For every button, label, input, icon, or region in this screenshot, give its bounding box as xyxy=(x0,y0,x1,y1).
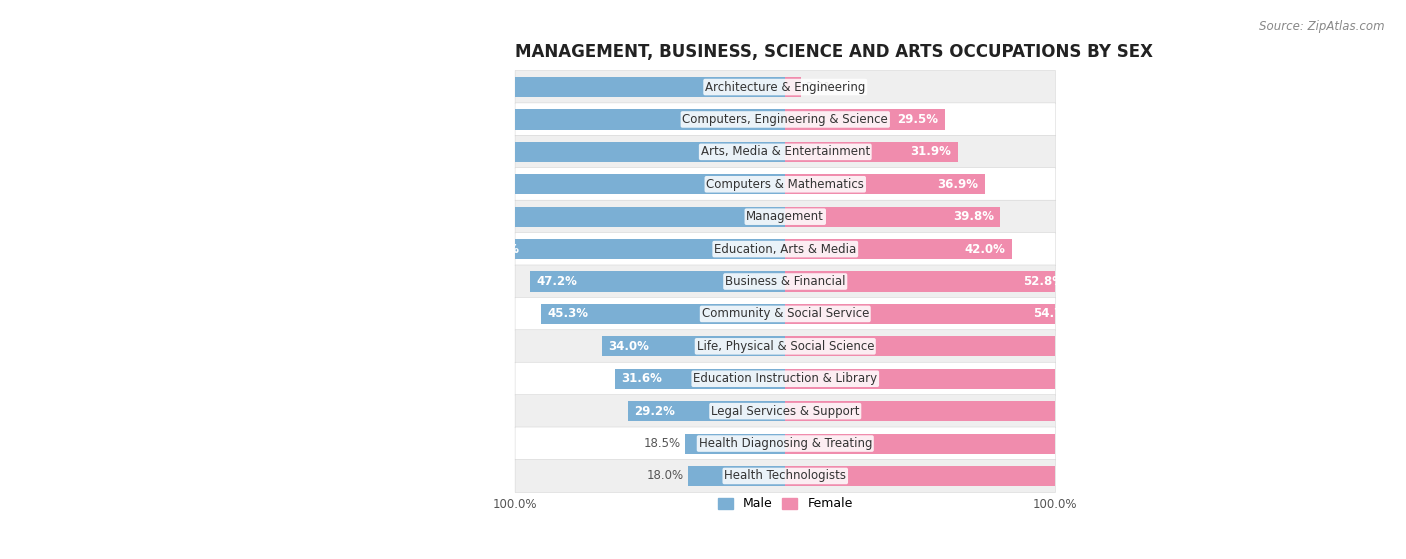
Text: Source: ZipAtlas.com: Source: ZipAtlas.com xyxy=(1260,20,1385,32)
Text: Health Diagnosing & Treating: Health Diagnosing & Treating xyxy=(699,437,872,450)
FancyBboxPatch shape xyxy=(515,459,1056,492)
Text: 70.5%: 70.5% xyxy=(411,113,451,126)
Text: Health Technologists: Health Technologists xyxy=(724,470,846,482)
FancyBboxPatch shape xyxy=(515,427,1056,460)
Text: 97.1%: 97.1% xyxy=(267,80,308,93)
Bar xyxy=(786,142,957,162)
Text: Education Instruction & Library: Education Instruction & Library xyxy=(693,372,877,385)
Bar xyxy=(786,337,1142,357)
Bar xyxy=(786,304,1081,324)
Text: 42.0%: 42.0% xyxy=(965,243,1005,255)
Text: Business & Financial: Business & Financial xyxy=(725,275,845,288)
Text: 81.5%: 81.5% xyxy=(1178,437,1219,450)
FancyBboxPatch shape xyxy=(515,395,1056,428)
Bar xyxy=(685,434,786,453)
Bar xyxy=(786,369,1156,389)
Text: 52.8%: 52.8% xyxy=(1024,275,1064,288)
Bar xyxy=(786,272,1070,292)
Text: Education, Arts & Media: Education, Arts & Media xyxy=(714,243,856,255)
Bar xyxy=(786,77,801,97)
Bar xyxy=(460,207,786,227)
Bar xyxy=(786,466,1229,486)
Text: 29.2%: 29.2% xyxy=(634,405,675,418)
FancyBboxPatch shape xyxy=(515,200,1056,233)
FancyBboxPatch shape xyxy=(515,233,1056,266)
Bar xyxy=(786,434,1226,453)
Bar xyxy=(627,401,786,421)
Bar xyxy=(260,77,786,97)
Bar xyxy=(786,207,1000,227)
Bar xyxy=(786,110,945,130)
Bar xyxy=(530,272,786,292)
Bar xyxy=(614,369,786,389)
Text: 68.1%: 68.1% xyxy=(423,145,465,158)
Bar xyxy=(418,142,786,162)
FancyBboxPatch shape xyxy=(515,362,1056,395)
Bar xyxy=(444,174,786,195)
Text: 36.9%: 36.9% xyxy=(938,178,979,191)
Text: 39.8%: 39.8% xyxy=(953,210,994,223)
Text: Computers, Engineering & Science: Computers, Engineering & Science xyxy=(682,113,889,126)
Bar xyxy=(472,239,786,259)
Text: 54.7%: 54.7% xyxy=(1033,307,1074,320)
FancyBboxPatch shape xyxy=(515,297,1056,330)
Text: 18.0%: 18.0% xyxy=(647,470,683,482)
FancyBboxPatch shape xyxy=(515,265,1056,298)
Text: MANAGEMENT, BUSINESS, SCIENCE AND ARTS OCCUPATIONS BY SEX: MANAGEMENT, BUSINESS, SCIENCE AND ARTS O… xyxy=(515,43,1153,61)
FancyBboxPatch shape xyxy=(515,70,1056,103)
Text: Computers & Mathematics: Computers & Mathematics xyxy=(706,178,865,191)
Text: Life, Physical & Social Science: Life, Physical & Social Science xyxy=(696,340,875,353)
Text: Arts, Media & Entertainment: Arts, Media & Entertainment xyxy=(700,145,870,158)
Text: 29.5%: 29.5% xyxy=(897,113,938,126)
Text: 31.9%: 31.9% xyxy=(910,145,950,158)
Text: 66.0%: 66.0% xyxy=(1094,340,1135,353)
Text: Architecture & Engineering: Architecture & Engineering xyxy=(704,80,866,93)
Bar xyxy=(786,401,1168,421)
Text: 47.2%: 47.2% xyxy=(537,275,578,288)
Text: 63.1%: 63.1% xyxy=(451,178,492,191)
Legend: Male, Female: Male, Female xyxy=(713,492,858,515)
Bar xyxy=(688,466,786,486)
FancyBboxPatch shape xyxy=(515,103,1056,136)
FancyBboxPatch shape xyxy=(515,168,1056,201)
Text: 45.3%: 45.3% xyxy=(547,307,588,320)
Text: Management: Management xyxy=(747,210,824,223)
FancyBboxPatch shape xyxy=(515,135,1056,168)
Text: Legal Services & Support: Legal Services & Support xyxy=(711,405,859,418)
Text: 18.5%: 18.5% xyxy=(644,437,681,450)
FancyBboxPatch shape xyxy=(515,330,1056,363)
Text: 31.6%: 31.6% xyxy=(621,372,662,385)
Text: 82.0%: 82.0% xyxy=(1181,470,1222,482)
Text: 60.2%: 60.2% xyxy=(467,210,508,223)
Text: 2.9%: 2.9% xyxy=(806,80,835,93)
Bar xyxy=(540,304,786,324)
Text: 68.5%: 68.5% xyxy=(1108,372,1149,385)
Bar xyxy=(405,110,786,130)
Text: 70.8%: 70.8% xyxy=(1121,405,1161,418)
Bar xyxy=(786,174,984,195)
Bar xyxy=(786,239,1012,259)
Bar xyxy=(602,337,786,357)
Text: 34.0%: 34.0% xyxy=(607,340,650,353)
Text: 58.0%: 58.0% xyxy=(478,243,519,255)
Text: Community & Social Service: Community & Social Service xyxy=(702,307,869,320)
